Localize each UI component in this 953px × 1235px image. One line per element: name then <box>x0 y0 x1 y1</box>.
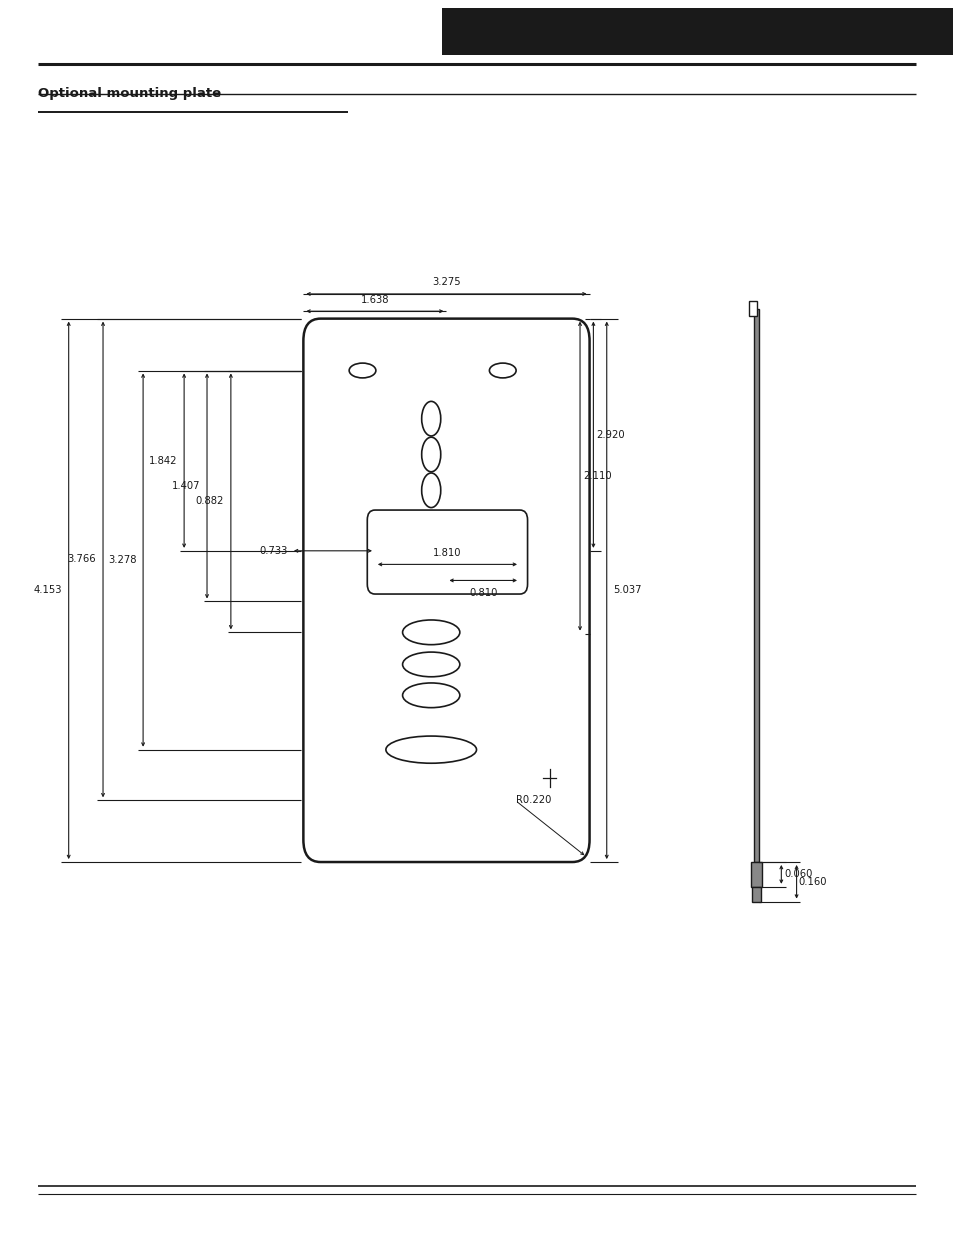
Text: R0.220: R0.220 <box>516 795 551 805</box>
Ellipse shape <box>421 473 440 508</box>
Text: 2.920: 2.920 <box>596 430 624 440</box>
Text: 0.160: 0.160 <box>798 877 826 887</box>
Text: 1.810: 1.810 <box>433 548 461 558</box>
Ellipse shape <box>402 620 459 645</box>
Text: 1.407: 1.407 <box>172 480 200 492</box>
Bar <box>441 7 953 54</box>
Text: 0.060: 0.060 <box>783 869 812 879</box>
Text: Optional mounting plate: Optional mounting plate <box>38 86 221 100</box>
Text: 2.110: 2.110 <box>582 471 611 482</box>
Bar <box>748 301 756 316</box>
Text: 1.638: 1.638 <box>360 295 389 305</box>
Text: 3.275: 3.275 <box>432 277 460 287</box>
Bar <box>750 862 761 887</box>
Ellipse shape <box>349 363 375 378</box>
Ellipse shape <box>421 401 440 436</box>
Text: 0.810: 0.810 <box>469 588 497 598</box>
FancyBboxPatch shape <box>367 510 527 594</box>
Text: 3.766: 3.766 <box>68 555 96 564</box>
Ellipse shape <box>385 736 476 763</box>
Text: 5.037: 5.037 <box>613 585 641 595</box>
Text: 0.733: 0.733 <box>259 546 288 556</box>
Text: 0.882: 0.882 <box>195 496 224 506</box>
Bar <box>751 887 760 902</box>
Text: 4.153: 4.153 <box>33 585 62 595</box>
FancyBboxPatch shape <box>303 319 589 862</box>
Ellipse shape <box>489 363 516 378</box>
Text: 3.278: 3.278 <box>108 555 136 566</box>
Text: 1.842: 1.842 <box>149 456 177 466</box>
Bar <box>753 309 759 862</box>
Ellipse shape <box>402 652 459 677</box>
Ellipse shape <box>402 683 459 708</box>
Ellipse shape <box>421 437 440 472</box>
